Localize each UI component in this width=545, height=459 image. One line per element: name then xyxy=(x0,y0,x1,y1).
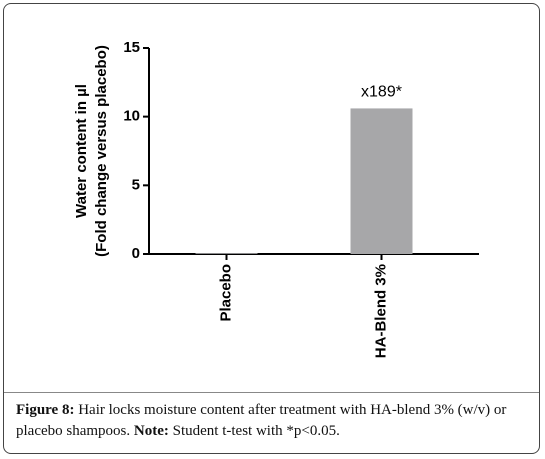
x-tick-label: Placebo xyxy=(217,264,234,322)
caption-label: Figure 8: xyxy=(16,402,75,418)
x-tick-label: HA-Blend 3% xyxy=(372,264,389,358)
bar xyxy=(195,253,258,254)
note-label: Note: xyxy=(133,423,169,439)
chart: 0 5 10 15 Water content in µl (Fold change ve… xyxy=(73,39,479,358)
caption-text: Hair locks moisture content after treatm… xyxy=(16,402,507,439)
separator xyxy=(4,392,539,393)
caption: Figure 8: Hair locks moisture content af… xyxy=(16,400,531,442)
y-tick-label: 5 xyxy=(132,176,140,193)
annotation: x189* xyxy=(361,84,402,101)
figure-frame: 0 5 10 15 Water content in µl (Fold change ve… xyxy=(3,3,540,454)
y-axis-title: Water content in µl xyxy=(73,84,90,218)
y-tick-label: 0 xyxy=(132,245,140,262)
y-tick-label: 10 xyxy=(123,108,140,125)
y-axis-title: (Fold change versus placebo) xyxy=(93,45,110,257)
y-tick-label: 15 xyxy=(123,39,140,56)
bar xyxy=(350,108,413,254)
note-text: Student t-test with *p<0.05. xyxy=(172,423,340,439)
